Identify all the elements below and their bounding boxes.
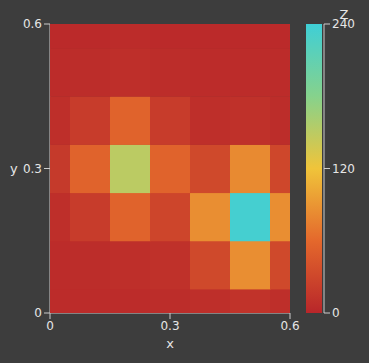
svg-text:240: 240 [332,17,355,32]
svg-text:120: 120 [332,162,355,176]
svg-text:0.3: 0.3 [23,162,42,176]
svg-text:0.3: 0.3 [160,319,179,333]
svg-text:x: x [166,336,174,351]
svg-text:y: y [10,161,18,176]
svg-text:0.6: 0.6 [280,319,299,333]
svg-text:0.6: 0.6 [23,17,42,31]
svg-text:Z: Z [340,7,349,22]
svg-text:0: 0 [332,306,340,320]
svg-text:0: 0 [34,306,42,320]
svg-text:0: 0 [46,319,54,333]
